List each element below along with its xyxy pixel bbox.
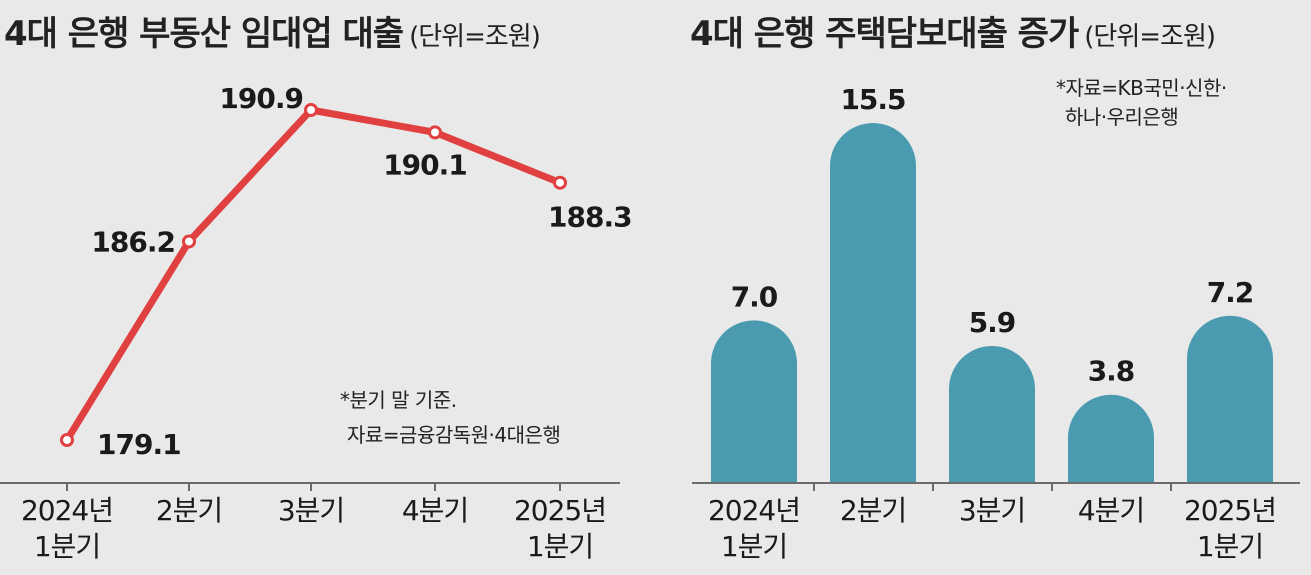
left-value-label: 190.9 [219, 82, 303, 115]
left-chart-title-text: 4대 은행 부동산 임대업 대출 [4, 14, 404, 54]
left-category-label: 1분기 [34, 530, 100, 563]
left-note-source: 자료=금융감독원·4대은행 [347, 423, 560, 447]
right-bar [711, 320, 797, 483]
right-chart-title-text: 4대 은행 주택담보대출 증가 [690, 14, 1079, 54]
left-note-basis: *분기 말 기준. [340, 388, 457, 412]
right-category-label: 1분기 [721, 530, 787, 563]
left-category-label: 3분기 [278, 494, 344, 527]
right-category-label: 2025년 [1184, 494, 1276, 527]
right-value-label: 7.0 [731, 280, 778, 313]
right-category-label: 2024년 [708, 494, 800, 527]
left-data-point [428, 125, 442, 140]
left-data-point [182, 234, 196, 249]
right-note-source-1: *자료=KB국민·신한· [1056, 76, 1227, 100]
left-category-label: 2024년 [21, 494, 113, 527]
left-value-label: 188.3 [548, 201, 632, 234]
right-bar [1187, 315, 1273, 483]
right-category-label: 4분기 [1078, 494, 1144, 527]
right-bar [830, 123, 916, 483]
right-value-label: 5.9 [969, 306, 1016, 339]
left-value-label: 179.1 [97, 428, 181, 461]
right-value-label: 15.5 [840, 83, 905, 116]
right-bar [949, 345, 1035, 483]
right-chart-title: 4대 은행 주택담보대출 증가 (단위=조원) [690, 6, 1216, 55]
left-data-point [304, 103, 318, 117]
left-category-label: 4분기 [402, 494, 468, 527]
left-value-label: 190.1 [383, 148, 467, 181]
right-category-label: 2분기 [840, 494, 906, 527]
right-note-source-2: 하나·우리은행 [1065, 105, 1178, 129]
left-data-point [60, 433, 74, 447]
right-value-label: 3.8 [1088, 355, 1135, 388]
left-value-label: 186.2 [91, 225, 175, 258]
right-chart-unit: (단위=조원) [1084, 22, 1216, 52]
left-chart-title: 4대 은행 부동산 임대업 대출 (단위=조원) [4, 6, 541, 55]
left-data-point [553, 175, 567, 190]
left-chart-unit: (단위=조원) [409, 22, 541, 52]
right-bar [1068, 394, 1154, 483]
right-value-label: 7.2 [1207, 276, 1254, 309]
left-category-label: 2분기 [156, 494, 222, 527]
right-category-label: 3분기 [959, 494, 1025, 527]
right-category-label: 1분기 [1197, 530, 1263, 563]
left-series-line [63, 106, 564, 444]
left-category-label: 2025년 [514, 494, 606, 527]
left-category-label: 1분기 [527, 530, 593, 563]
